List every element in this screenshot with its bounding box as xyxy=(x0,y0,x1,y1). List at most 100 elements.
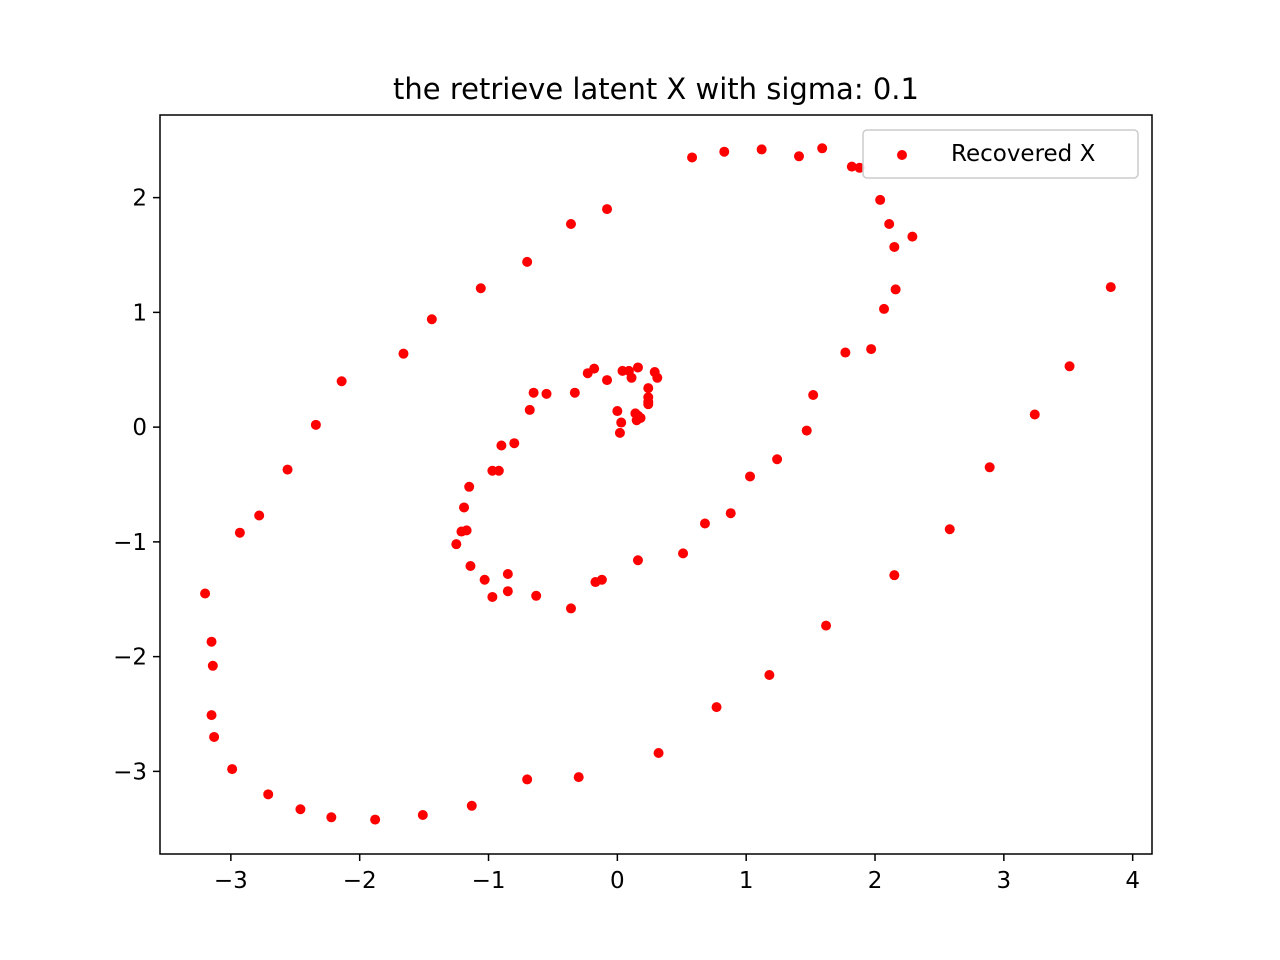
data-point xyxy=(889,570,900,581)
data-point xyxy=(417,809,428,820)
data-point xyxy=(884,219,895,230)
series-recovered-x xyxy=(200,143,1116,825)
data-point xyxy=(541,388,552,399)
data-point xyxy=(590,577,601,588)
data-point xyxy=(1029,409,1040,420)
data-point xyxy=(772,454,783,465)
data-point xyxy=(310,419,321,430)
data-point xyxy=(524,404,535,415)
data-point xyxy=(200,588,211,599)
data-point xyxy=(711,702,722,713)
data-point xyxy=(653,748,664,759)
data-point xyxy=(573,772,584,783)
data-point xyxy=(1105,282,1116,293)
data-point xyxy=(745,471,756,482)
data-point xyxy=(612,406,623,417)
x-tick-label: 2 xyxy=(868,868,883,894)
data-point xyxy=(502,586,513,597)
data-point xyxy=(687,152,698,163)
data-point xyxy=(451,539,462,550)
data-point xyxy=(466,800,477,811)
data-point xyxy=(227,764,238,775)
chart-title: the retrieve latent X with sigma: 0.1 xyxy=(393,72,919,106)
data-point xyxy=(984,462,995,473)
data-point xyxy=(234,527,245,538)
data-point xyxy=(370,814,381,825)
data-point xyxy=(565,603,576,614)
data-point xyxy=(206,710,217,721)
data-point xyxy=(1064,361,1075,372)
x-axis: −3 −2 −1 0 1 2 3 4 xyxy=(214,854,1140,894)
data-point xyxy=(632,362,643,373)
data-point xyxy=(794,151,805,162)
data-point xyxy=(907,231,918,242)
data-point xyxy=(326,812,337,823)
data-point xyxy=(459,502,470,513)
data-point xyxy=(522,774,533,785)
data-point xyxy=(846,161,857,172)
data-point xyxy=(263,789,274,800)
x-tick-label: 0 xyxy=(610,868,625,894)
data-point xyxy=(821,620,832,631)
data-point xyxy=(602,204,613,215)
y-tick-label: 1 xyxy=(132,300,147,326)
y-tick-label: 2 xyxy=(132,186,147,212)
data-point xyxy=(854,162,865,173)
data-point xyxy=(630,408,641,419)
data-point xyxy=(509,438,520,449)
data-point xyxy=(616,417,627,428)
data-point xyxy=(699,518,710,529)
data-point xyxy=(426,314,437,325)
data-point xyxy=(209,731,220,742)
data-point xyxy=(282,464,293,475)
data-point xyxy=(522,256,533,267)
data-point xyxy=(479,574,490,585)
x-tick-label: 3 xyxy=(997,868,1012,894)
data-point xyxy=(602,375,613,386)
data-point xyxy=(725,508,736,519)
data-point xyxy=(465,560,476,571)
data-point xyxy=(614,427,625,438)
data-point xyxy=(569,387,580,398)
data-point xyxy=(528,387,539,398)
y-tick-label: −1 xyxy=(113,530,147,556)
data-point xyxy=(254,510,265,521)
y-axis: −3 −2 −1 0 1 2 xyxy=(113,186,160,785)
y-tick-label: 0 xyxy=(132,415,147,441)
data-point xyxy=(756,144,767,155)
data-point xyxy=(866,344,877,355)
data-point xyxy=(502,569,513,580)
data-point xyxy=(944,524,955,535)
x-tick-label: −3 xyxy=(214,868,248,894)
data-point xyxy=(875,194,886,205)
data-point xyxy=(840,347,851,358)
y-tick-label: −2 xyxy=(113,645,147,671)
x-tick-label: 4 xyxy=(1125,868,1140,894)
x-tick-label: 1 xyxy=(739,868,754,894)
data-point xyxy=(632,555,643,566)
data-point xyxy=(336,376,347,387)
data-point xyxy=(889,241,900,252)
data-point xyxy=(678,548,689,559)
data-point xyxy=(487,591,498,602)
data-point xyxy=(295,804,306,815)
data-point xyxy=(493,465,504,476)
legend-box xyxy=(862,129,1139,179)
data-point xyxy=(565,219,576,230)
data-point xyxy=(643,383,654,394)
data-point xyxy=(207,660,218,671)
data-point xyxy=(456,526,467,537)
data-point xyxy=(719,146,730,157)
legend: Recovered X xyxy=(862,129,1139,179)
data-point xyxy=(817,143,828,154)
data-point xyxy=(531,590,542,601)
data-point xyxy=(879,303,890,314)
x-tick-label: −2 xyxy=(343,868,377,894)
data-point xyxy=(398,348,409,359)
x-tick-label: −1 xyxy=(472,868,506,894)
y-tick-label: −3 xyxy=(113,759,147,785)
data-point xyxy=(589,363,600,374)
data-point xyxy=(764,669,775,680)
plot-frame xyxy=(159,114,1153,855)
